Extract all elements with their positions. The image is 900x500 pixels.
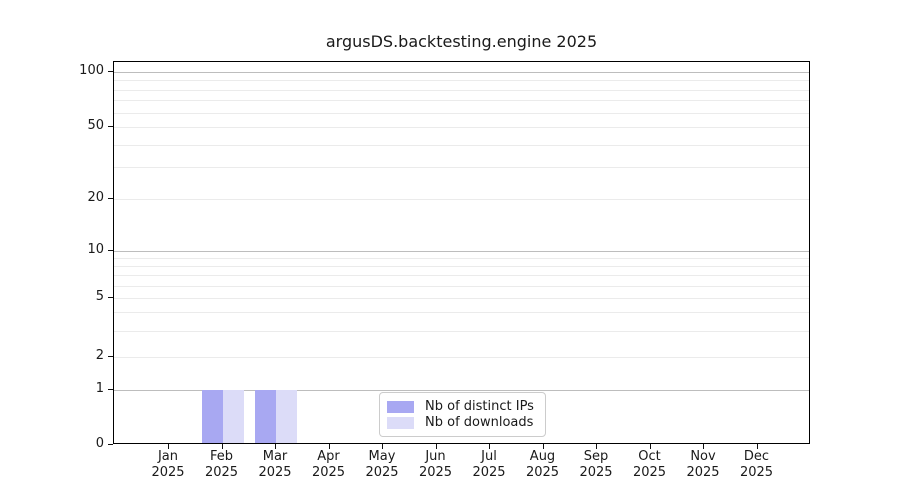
y-gridline-minor [114, 89, 809, 91]
x-tick-label-year: 2025 [365, 464, 399, 480]
y-gridline-minor [114, 312, 809, 314]
x-tick-label-month: Jul [481, 449, 497, 464]
x-tick-label-month: Aug [529, 449, 556, 464]
y-gridline-minor [114, 167, 809, 169]
y-gridline-minor [114, 127, 809, 128]
y-gridline-minor [114, 258, 809, 260]
x-tick-label: Sep 2025 [564, 449, 628, 480]
x-tick-label: Oct 2025 [618, 449, 682, 480]
y-gridline-major [114, 72, 809, 73]
x-tick-label: Jun 2025 [404, 449, 468, 480]
x-tick-label-year: 2025 [258, 464, 292, 480]
y-gridline-minor [114, 357, 809, 358]
x-tick-label-month: Nov [690, 449, 716, 464]
x-tick-label: Dec 2025 [725, 449, 789, 480]
x-tick-mark [649, 444, 651, 449]
x-tick-mark [703, 444, 704, 449]
y-tick-mark [108, 198, 113, 199]
y-tick-label: 50 [87, 118, 104, 133]
x-tick-mark [275, 444, 276, 449]
legend-label-distinct-ips: Nb of distinct IPs [425, 399, 534, 414]
x-tick-label: Aug 2025 [511, 449, 575, 480]
y-tick-mark [108, 71, 113, 72]
y-tick-label: 20 [87, 190, 104, 205]
legend-swatch-distinct-ips-icon [387, 400, 414, 413]
y-gridline-minor [114, 266, 809, 268]
x-tick-mark [756, 444, 758, 449]
bar-distinct-ips-mar [255, 390, 276, 443]
x-tick-label-month: Feb [209, 449, 234, 464]
bar-downloads-mar [276, 390, 297, 443]
legend-item-distinct-ips: Nb of distinct IPs [387, 399, 537, 414]
y-gridline-minor [114, 330, 809, 332]
x-tick-label-year: 2025 [739, 464, 774, 480]
y-tick-label: 1 [95, 381, 104, 396]
x-tick-label-year: 2025 [311, 464, 346, 480]
y-gridline-minor [114, 199, 809, 200]
x-tick-label: Jan 2025 [136, 449, 200, 480]
bar-downloads-feb [222, 390, 244, 443]
y-tick-label: 100 [79, 63, 104, 78]
y-tick-label: 10 [87, 242, 104, 257]
x-tick-label: Mar 2025 [243, 449, 307, 480]
x-tick-mark [596, 444, 597, 449]
x-tick-mark [489, 444, 490, 449]
bar-distinct-ips-feb [201, 390, 223, 443]
x-tick-label: Feb 2025 [190, 449, 254, 480]
y-tick-mark [108, 356, 113, 357]
x-tick-mark [382, 444, 383, 449]
y-tick-mark [108, 444, 113, 445]
x-tick-label-year: 2025 [418, 464, 453, 480]
x-tick-mark [221, 444, 223, 449]
x-tick-label-month: Sep [583, 449, 609, 464]
x-tick-mark [168, 444, 169, 449]
x-tick-label-month: Oct [638, 449, 661, 464]
x-tick-label-year: 2025 [579, 464, 613, 480]
y-tick-mark [108, 297, 113, 298]
x-tick-label-month: Apr [317, 449, 340, 464]
x-tick-label: Apr 2025 [297, 449, 361, 480]
y-gridline-minor [114, 112, 809, 114]
legend-swatch-downloads-icon [387, 416, 414, 429]
x-tick-label-month: Mar [262, 449, 288, 464]
x-tick-label-month: May [368, 449, 396, 464]
y-gridline-minor [114, 298, 809, 299]
legend-label-downloads: Nb of downloads [425, 415, 534, 430]
x-tick-label-year: 2025 [686, 464, 720, 480]
x-tick-label-month: Jun [425, 449, 446, 464]
x-tick-mark [435, 444, 437, 449]
x-tick-label-year: 2025 [632, 464, 667, 480]
x-tick-label-year: 2025 [204, 464, 239, 480]
x-tick-mark [542, 444, 544, 449]
x-tick-label-month: Jan [157, 449, 179, 464]
y-tick-mark [108, 250, 113, 251]
y-tick-label: 5 [95, 289, 104, 304]
x-tick-label: Jul 2025 [457, 449, 521, 480]
x-tick-label-year: 2025 [472, 464, 506, 480]
chart-title: argusDS.backtesting.engine 2025 [325, 32, 598, 51]
y-tick-label: 2 [95, 348, 104, 363]
legend: Nb of distinct IPs Nb of downloads [379, 392, 546, 437]
x-tick-label-year: 2025 [151, 464, 185, 480]
x-tick-mark [328, 444, 330, 449]
x-tick-label-year: 2025 [525, 464, 560, 480]
x-tick-label: Nov 2025 [671, 449, 735, 480]
y-gridline-minor [114, 285, 809, 287]
x-tick-label: May 2025 [350, 449, 414, 480]
y-tick-mark [108, 126, 113, 127]
legend-item-downloads: Nb of downloads [387, 415, 537, 430]
y-gridline-minor [114, 80, 809, 82]
plot-area: Nb of distinct IPs Nb of downloads [113, 61, 810, 444]
y-tick-mark [108, 389, 113, 390]
y-gridline-minor [114, 275, 809, 277]
y-tick-label: 0 [95, 436, 104, 451]
y-gridline-major [114, 251, 809, 252]
y-gridline-minor [114, 100, 809, 102]
y-gridline-minor [114, 144, 809, 146]
x-tick-label-month: Dec [743, 449, 770, 464]
